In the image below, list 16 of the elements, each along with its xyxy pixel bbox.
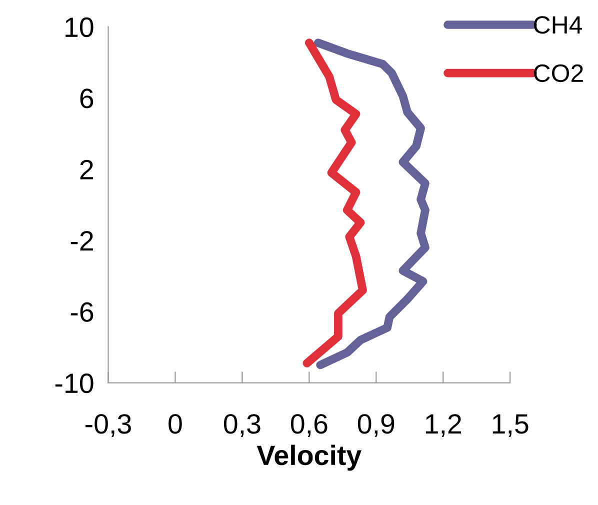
- x-tick-label: 0,3: [224, 414, 260, 438]
- x-tick-label: 1,5: [492, 414, 528, 438]
- y-tick-label: -10: [55, 373, 94, 394]
- x-tick-label: 0,6: [290, 414, 328, 438]
- x-axis-title: Velocity: [256, 444, 362, 471]
- y-tick-label: -6: [70, 302, 94, 322]
- y-tick-label: 6: [80, 88, 94, 108]
- legend-label: CO2: [534, 64, 583, 82]
- x-tick-label: 0,9: [358, 414, 394, 438]
- x-tick-label: 0: [168, 414, 182, 434]
- y-tick-label: -2: [70, 231, 93, 250]
- x-tick-label: -0,3: [86, 414, 131, 438]
- y-tick-label: 10: [66, 17, 94, 38]
- legend-label: CH4: [534, 16, 582, 34]
- x-tick-label: 1,2: [426, 414, 462, 438]
- y-tick-label: 2: [80, 160, 93, 180]
